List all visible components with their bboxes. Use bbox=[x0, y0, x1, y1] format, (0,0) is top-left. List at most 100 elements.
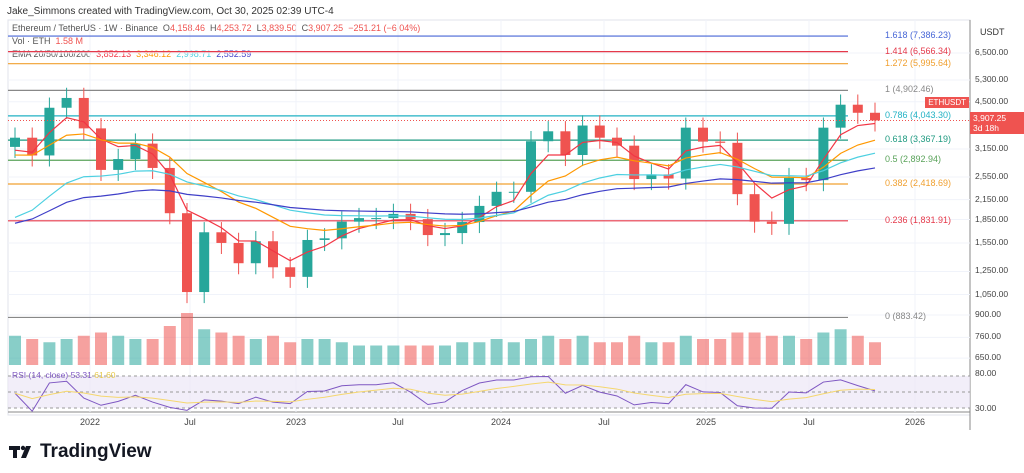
candle-body bbox=[147, 143, 158, 168]
volume-bar bbox=[576, 335, 589, 365]
volume-bar bbox=[611, 342, 623, 365]
last-price-tag: 3,907.25 3d 18h bbox=[970, 112, 1024, 134]
y-tick-label: 4,500.00 bbox=[975, 95, 1009, 106]
volume-bar bbox=[783, 335, 795, 365]
candle-body bbox=[749, 194, 760, 222]
close-value: 3,907.25 bbox=[308, 23, 344, 33]
volume-bar bbox=[679, 335, 692, 365]
change-value: −251.21 (−6.04%) bbox=[348, 23, 421, 33]
candle-body bbox=[182, 213, 192, 293]
volume-bar bbox=[284, 342, 297, 365]
candle-body bbox=[835, 104, 846, 128]
volume-bar bbox=[353, 345, 365, 365]
fib-label: 0.786 (4,043.30) bbox=[885, 109, 952, 120]
ema100-line bbox=[14, 152, 876, 221]
candle-body bbox=[199, 232, 210, 293]
tradingview-logo-icon bbox=[9, 445, 31, 458]
y-tick-label: 1,850.00 bbox=[975, 213, 1009, 224]
fib-label: 1.618 (7,386.23) bbox=[885, 30, 952, 41]
volume-bar bbox=[129, 339, 142, 365]
y-tick-label: 1,550.00 bbox=[975, 236, 1009, 247]
tradingview-logo[interactable]: TradingView bbox=[9, 441, 152, 463]
x-tick-label: Jul bbox=[392, 417, 404, 427]
x-tick-label: Jul bbox=[598, 417, 610, 427]
y-tick-label: 2,150.00 bbox=[975, 193, 1009, 204]
candle-body bbox=[594, 125, 605, 138]
volume-bar bbox=[77, 335, 90, 365]
volume-bar bbox=[456, 342, 469, 365]
symbol-legend: Ethereum / TetherUS · 1W · Binance O4,15… bbox=[12, 23, 420, 33]
rsi-tick: 30.00 bbox=[975, 403, 997, 413]
volume-bar bbox=[198, 329, 211, 365]
candle-body bbox=[801, 178, 812, 181]
candle-body bbox=[560, 131, 571, 156]
fib-label: 1.272 (5,995.64) bbox=[885, 57, 952, 68]
volume-bar bbox=[112, 335, 125, 365]
volume-bar bbox=[765, 335, 778, 365]
candle-body bbox=[250, 241, 261, 264]
close-label: C bbox=[301, 23, 309, 33]
rsi-line bbox=[14, 376, 876, 413]
fib-label: 0 (883.42) bbox=[885, 311, 927, 322]
candle-body bbox=[732, 142, 743, 195]
volume-bar bbox=[851, 335, 864, 365]
candle-body bbox=[268, 241, 278, 268]
volume-value: 1.58 M bbox=[55, 36, 84, 46]
ema-legend[interactable]: EMA 20/50/100/200 3,852.13 3,346.12 2,99… bbox=[12, 49, 251, 59]
candle-body bbox=[577, 125, 588, 156]
candle-body bbox=[818, 127, 829, 181]
x-tick-label: 2023 bbox=[285, 417, 307, 427]
fib-label: 0.618 (3,367.19) bbox=[885, 134, 952, 145]
volume-bar bbox=[267, 335, 279, 365]
x-tick-label: Jul bbox=[803, 417, 815, 427]
volume-bar bbox=[473, 342, 486, 365]
candle-body bbox=[543, 131, 554, 142]
volume-legend[interactable]: Vol · ETH 1.58 M bbox=[12, 36, 83, 46]
currency-label[interactable]: USDT bbox=[980, 27, 1005, 37]
fib-label: 1.414 (6,566.34) bbox=[885, 45, 952, 56]
x-tick-label: 2025 bbox=[695, 417, 717, 427]
volume-bar bbox=[817, 332, 830, 365]
rsi-ma-value: 61.60 bbox=[94, 370, 116, 380]
candle-body bbox=[646, 174, 657, 180]
volume-bar bbox=[318, 339, 331, 365]
y-tick-label: 6,500.00 bbox=[975, 47, 1009, 57]
symbol-name[interactable]: Ethereum / TetherUS · 1W · Binance bbox=[12, 23, 158, 33]
candle-body bbox=[302, 239, 313, 277]
candle-body bbox=[130, 143, 141, 160]
volume-bar bbox=[181, 313, 193, 365]
candle-body bbox=[78, 97, 89, 129]
open-value: 4,158.46 bbox=[169, 23, 205, 33]
rsi-ma-line bbox=[14, 381, 876, 404]
ema-label: EMA 20/50/100/200 bbox=[12, 49, 92, 59]
rsi-value: 53.31 bbox=[70, 370, 92, 380]
volume-bar bbox=[869, 342, 881, 365]
volume-bar bbox=[714, 339, 727, 365]
fib-label: 1 (4,902.46) bbox=[885, 84, 934, 95]
rsi-legend[interactable]: RSI (14, close) 53.31 61.60 bbox=[12, 370, 116, 380]
volume-bar bbox=[628, 335, 641, 365]
ema20-value: 3,852.13 bbox=[96, 49, 132, 59]
volume-bar bbox=[146, 339, 159, 365]
candle-body bbox=[852, 104, 863, 113]
candle-body bbox=[113, 159, 124, 170]
fib-label: 0.382 (2,418.69) bbox=[885, 177, 952, 188]
volume-bar bbox=[593, 342, 606, 365]
y-tick-label: 5,300.00 bbox=[975, 74, 1009, 85]
ema100-value: 2,998.71 bbox=[176, 49, 212, 59]
volume-bar bbox=[507, 342, 520, 365]
candle-body bbox=[715, 141, 726, 143]
volume-bar bbox=[439, 345, 451, 365]
low-label: L bbox=[256, 23, 262, 33]
ema200-value: 2,552.59 bbox=[216, 49, 252, 59]
candle-body bbox=[96, 128, 106, 170]
volume-bar bbox=[95, 332, 107, 365]
volume-bar bbox=[662, 342, 675, 365]
candle-body bbox=[870, 112, 880, 121]
bar-countdown: 3d 18h bbox=[973, 123, 999, 133]
rsi-label: RSI (14, close) bbox=[12, 370, 69, 380]
ema200-line bbox=[14, 167, 876, 224]
high-value: 4,253.72 bbox=[216, 23, 252, 33]
candle-body bbox=[422, 219, 433, 236]
